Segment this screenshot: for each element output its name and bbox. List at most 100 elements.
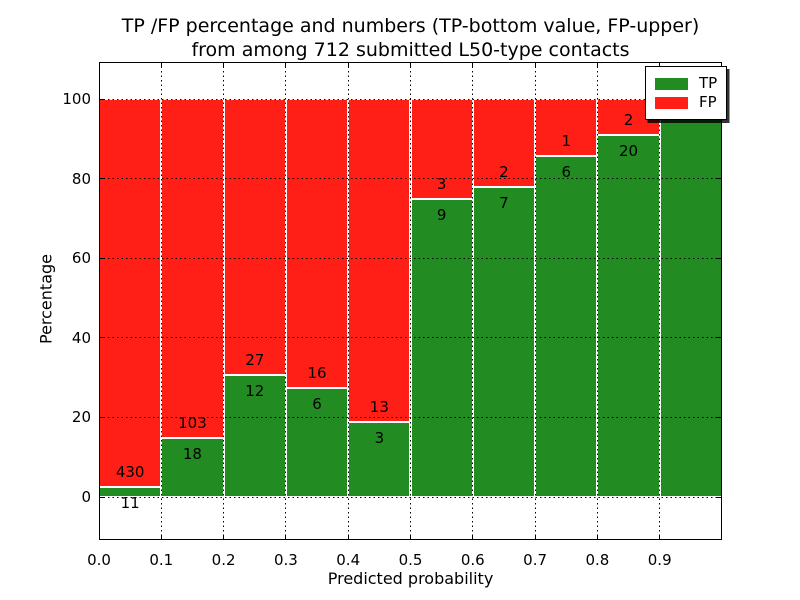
gridline-horizontal: [99, 496, 722, 498]
x-tick-label: 0.6: [460, 551, 485, 569]
gridline-vertical: [223, 62, 225, 540]
y-tick-mark: [100, 178, 104, 180]
x-tick-label: 0.8: [585, 551, 610, 569]
bar-value-label-fp: 3: [436, 174, 447, 193]
bar-value-label-tp: 9: [436, 205, 447, 224]
gridline-horizontal: [99, 416, 722, 418]
gridline-horizontal: [99, 337, 722, 339]
x-tick-label: 0.0: [87, 551, 111, 569]
bar-value-label-tp: 18: [182, 444, 202, 463]
x-tick-mark: [347, 535, 349, 539]
bar-segment-tp: [472, 187, 536, 497]
bar-segment-fp: [348, 99, 411, 423]
legend-swatch-fp: [655, 96, 688, 109]
bar-value-label-fp: 430: [115, 463, 145, 482]
x-tick-mark: [472, 535, 474, 539]
x-tick-mark: [534, 63, 536, 67]
gridline-horizontal: [99, 178, 722, 180]
x-tick-mark: [472, 63, 474, 67]
x-tick-mark: [285, 63, 287, 67]
legend-entry-fp: FP: [655, 95, 717, 110]
y-tick-mark: [717, 337, 721, 339]
x-tick-mark: [410, 535, 411, 539]
x-tick-label: 0.3: [273, 551, 298, 569]
bar-value-label-fp: 103: [178, 413, 207, 432]
gridline-vertical: [285, 62, 287, 540]
gridline-horizontal: [99, 257, 722, 259]
bar-value-label-tp: 6: [561, 162, 572, 181]
bar-value-label-fp: 2: [499, 163, 509, 182]
bar-segment-fp: [99, 99, 162, 488]
bar-segment-fp: [410, 99, 473, 199]
y-tick-label: 100: [62, 90, 91, 108]
bar-segment-fp: [223, 99, 286, 375]
bar-value-label-fp: 16: [307, 364, 327, 383]
gridline-horizontal: [99, 98, 722, 100]
bar-value-label-tp: 3: [374, 429, 385, 448]
gridline-vertical: [347, 62, 349, 540]
x-tick-mark: [98, 535, 100, 539]
y-tick-label: 40: [71, 328, 91, 347]
y-tick-mark: [100, 416, 104, 418]
legend: TP FP: [645, 66, 728, 120]
y-tick-label: 60: [71, 249, 91, 268]
x-tick-mark: [285, 535, 287, 539]
x-tick-mark: [659, 535, 661, 539]
legend-label-tp: TP: [699, 74, 718, 92]
bar-value-label-fp: 13: [369, 398, 389, 417]
bar-value-label-tp: 20: [619, 142, 639, 161]
gridline-vertical: [596, 62, 598, 540]
y-tick-mark: [717, 178, 721, 180]
bar-segment-tp: [659, 99, 722, 497]
x-tick-mark: [596, 63, 598, 67]
y-tick-mark: [717, 416, 721, 418]
x-tick-mark: [160, 535, 162, 539]
bar-value-label-tp: 6: [312, 395, 322, 414]
bar-segment-tp: [410, 198, 473, 497]
y-tick-label: 0: [81, 488, 91, 506]
x-tick-label: 0.7: [523, 551, 548, 569]
gridline-vertical: [410, 62, 411, 540]
x-tick-label: 0.2: [211, 551, 236, 569]
x-tick-label: 0.4: [336, 551, 361, 569]
x-tick-mark: [596, 535, 598, 539]
x-tick-mark: [160, 63, 162, 67]
x-tick-mark: [98, 63, 100, 67]
x-tick-mark: [223, 63, 225, 67]
y-tick-mark: [100, 496, 104, 498]
bar-value-label-fp: 2: [623, 111, 634, 130]
bar-segment-tp: [597, 135, 660, 497]
x-tick-label: 0.1: [149, 551, 174, 569]
bar-segment-fp: [161, 99, 224, 438]
y-tick-mark: [717, 257, 721, 259]
bar-segment-fp: [535, 99, 598, 156]
chart-title-line1: TP /FP percentage and numbers (TP-bottom…: [121, 15, 700, 37]
bar-segment-fp: [285, 99, 349, 389]
x-axis-label: Predicted probability: [327, 569, 494, 588]
x-tick-mark: [347, 63, 349, 67]
x-tick-mark: [410, 63, 411, 67]
x-tick-label: 0.5: [398, 551, 423, 569]
y-tick-mark: [100, 98, 104, 100]
legend-entry-tp: TP: [655, 76, 717, 91]
gridline-vertical: [534, 62, 536, 540]
bar-segment-tp: [161, 437, 224, 497]
bar-segment-fp: [472, 99, 536, 188]
gridline-vertical: [160, 62, 162, 540]
legend-label-fp: FP: [699, 93, 717, 111]
y-tick-mark: [100, 257, 104, 259]
bar-value-label-tp: 11: [120, 494, 140, 513]
bar-segment-tp: [223, 374, 286, 497]
gridline-vertical: [659, 62, 661, 540]
legend-swatch-tp: [655, 77, 688, 90]
gridline-vertical: [472, 62, 474, 540]
y-tick-label: 80: [71, 169, 91, 188]
bar-value-label-tp: 12: [245, 381, 265, 400]
bar-value-label-fp: 27: [245, 350, 265, 369]
y-tick-label: 20: [71, 408, 91, 427]
x-tick-mark: [659, 63, 661, 67]
chart-title-line2: from among 712 submitted L50-type contac…: [191, 39, 630, 61]
bar-segment-tp: [348, 422, 411, 497]
bar-value-label-tp: 7: [499, 194, 509, 213]
